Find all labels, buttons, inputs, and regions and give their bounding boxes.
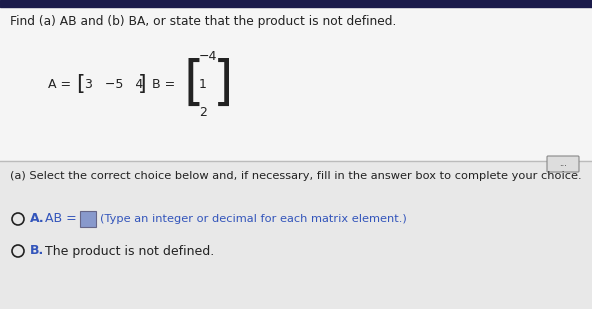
Text: A =: A =: [48, 78, 71, 91]
Text: 3   −5   4: 3 −5 4: [85, 78, 143, 91]
FancyBboxPatch shape: [547, 156, 579, 172]
Text: Find (a) AB and (b) BA, or state that the product is not defined.: Find (a) AB and (b) BA, or state that th…: [10, 15, 397, 28]
Text: 1: 1: [199, 78, 207, 91]
Text: [: [: [76, 74, 85, 94]
Text: −4: −4: [199, 49, 217, 62]
Bar: [0, 161, 592, 309]
Bar: [0, 7, 592, 161]
Text: ]: ]: [138, 74, 147, 94]
Text: ]: ]: [213, 58, 233, 110]
Text: 2: 2: [199, 105, 207, 118]
Text: B.: B.: [30, 244, 44, 257]
Text: (Type an integer or decimal for each matrix element.): (Type an integer or decimal for each mat…: [100, 214, 407, 224]
Text: The product is not defined.: The product is not defined.: [45, 244, 214, 257]
Bar: [80, 211, 96, 227]
Text: AB =: AB =: [45, 213, 77, 226]
Text: (a) Select the correct choice below and, if necessary, fill in the answer box to: (a) Select the correct choice below and,…: [10, 171, 581, 181]
Bar: [0, 0, 592, 7]
Text: A.: A.: [30, 213, 44, 226]
Text: B =: B =: [152, 78, 175, 91]
Text: [: [: [183, 58, 204, 110]
Text: ...: ...: [559, 159, 567, 168]
